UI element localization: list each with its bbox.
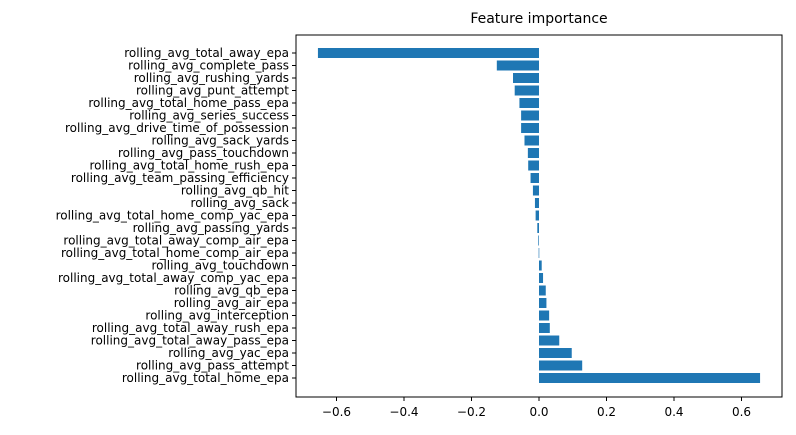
y-tick-label: rolling_avg_qb_epa <box>174 284 289 298</box>
y-tick-label: rolling_avg_total_away_comp_yac_epa <box>58 271 289 285</box>
bar-rolling_avg_rushing_yards <box>513 73 539 83</box>
y-tick-label: rolling_avg_sack_yards <box>151 134 289 148</box>
bar-rolling_avg_total_home_comp_air_epa <box>538 248 540 258</box>
bar-rolling_avg_touchdown <box>539 260 542 271</box>
y-tick-label: rolling_avg_pass_attempt <box>136 359 289 373</box>
bar-rolling_avg_total_away_comp_yac_epa <box>539 273 544 283</box>
bar-rolling_avg_team_passing_efficiency <box>530 173 539 183</box>
y-tick-label: rolling_avg_total_home_epa <box>122 371 289 385</box>
x-tick-label: −0.2 <box>457 405 486 419</box>
bar-rolling_avg_total_away_pass_epa <box>539 335 560 346</box>
bars-group <box>317 48 761 383</box>
bar-rolling_avg_complete_pass <box>496 60 539 71</box>
y-tick-label: rolling_avg_total_away_epa <box>124 46 289 60</box>
y-tick-label: rolling_avg_yac_epa <box>168 346 289 360</box>
x-tick-label: −0.4 <box>389 405 418 419</box>
y-tick-label: rolling_avg_total_away_comp_air_epa <box>63 234 289 248</box>
y-tick-label: rolling_avg_drive_time_of_possession <box>65 121 289 135</box>
y-tick-label: rolling_avg_pass_touchdown <box>118 146 289 160</box>
y-tick-label: rolling_avg_punt_attempt <box>136 84 289 98</box>
bar-rolling_avg_sack_yards <box>524 135 539 146</box>
bar-rolling_avg_total_home_rush_epa <box>528 160 539 171</box>
bar-rolling_avg_total_away_comp_air_epa <box>538 235 539 246</box>
y-tick-label: rolling_avg_total_home_rush_epa <box>89 159 289 173</box>
bar-rolling_avg_passing_yards <box>537 223 539 233</box>
y-tick-label: rolling_avg_total_home_comp_air_epa <box>61 246 289 260</box>
bar-rolling_avg_total_away_rush_epa <box>539 323 550 333</box>
y-tick-label: rolling_avg_total_home_comp_yac_epa <box>56 209 289 223</box>
bar-rolling_avg_pass_touchdown <box>527 148 539 158</box>
x-tick-label: 0.2 <box>597 405 616 419</box>
x-tick-label: 0.0 <box>529 405 548 419</box>
y-tick-label: rolling_avg_passing_yards <box>133 221 289 235</box>
y-tick-label: rolling_avg_total_away_rush_epa <box>92 321 289 335</box>
bar-rolling_avg_total_home_pass_epa <box>519 98 539 108</box>
bar-rolling_avg_yac_epa <box>539 348 572 358</box>
bar-rolling_avg_air_epa <box>539 298 547 308</box>
bar-rolling_avg_sack <box>534 198 539 208</box>
y-tick-label: rolling_avg_sack <box>191 196 290 210</box>
bar-rolling_avg_drive_time_of_possession <box>521 123 539 133</box>
bar-rolling_avg_interception <box>539 310 550 321</box>
y-tick-label: rolling_avg_qb_hit <box>181 184 289 198</box>
x-tick-label: 0.6 <box>732 405 751 419</box>
y-tick-label: rolling_avg_rushing_yards <box>134 71 289 85</box>
y-tick-label: rolling_avg_total_away_pass_epa <box>91 334 289 348</box>
chart-title: Feature importance <box>470 11 607 27</box>
y-tick-label: rolling_avg_air_epa <box>174 296 289 310</box>
y-tick-labels: rolling_avg_total_away_eparolling_avg_co… <box>56 46 296 385</box>
y-tick-label: rolling_avg_complete_pass <box>128 59 289 73</box>
x-ticks: −0.6 −0.4 −0.2 0.0 0.2 0.4 0.6 <box>322 397 751 419</box>
bar-rolling_avg_total_away_epa <box>317 48 539 58</box>
y-tick-label: rolling_avg_team_passing_efficiency <box>71 171 289 185</box>
bar-rolling_avg_series_success <box>521 110 539 121</box>
x-tick-label: 0.4 <box>664 405 683 419</box>
y-tick-label: rolling_avg_total_home_pass_epa <box>88 96 289 110</box>
bar-rolling_avg_qb_epa <box>539 285 546 296</box>
bar-rolling_avg_total_home_epa <box>539 373 761 383</box>
y-tick-label: rolling_avg_interception <box>145 309 289 323</box>
y-tick-label: rolling_avg_touchdown <box>151 259 289 273</box>
plot-frame <box>295 34 783 398</box>
bar-rolling_avg_punt_attempt <box>514 85 539 96</box>
y-tick-label: rolling_avg_series_success <box>129 109 289 123</box>
x-tick-label: −0.6 <box>322 405 351 419</box>
bar-rolling_avg_qb_hit <box>532 185 539 196</box>
bar-rolling_avg_total_home_comp_yac_epa <box>535 210 539 221</box>
bar-rolling_avg_pass_attempt <box>539 360 583 371</box>
